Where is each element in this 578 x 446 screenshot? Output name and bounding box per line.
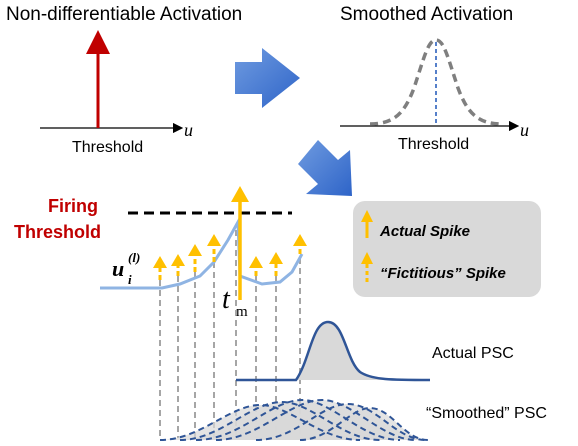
- right-threshold-label: Threshold: [398, 136, 469, 153]
- legend-actual: Actual Spike: [379, 223, 470, 240]
- legend-box: [353, 201, 541, 297]
- left-axis-u: u: [184, 120, 193, 140]
- actual-psc-fill: [236, 322, 430, 380]
- svg-text:m: m: [236, 304, 248, 320]
- svg-text:u: u: [112, 256, 124, 281]
- membrane-trace: [100, 216, 304, 290]
- left-threshold-label: Threshold: [72, 139, 143, 156]
- actual-psc-label: Actual PSC: [432, 345, 514, 362]
- smoothed-activation-plot: Threshold u: [340, 38, 529, 153]
- time-marker-label: t m: [222, 284, 248, 320]
- smoothed-psc-label: “Smoothed” PSC: [426, 405, 547, 422]
- actual-psc-curve: [236, 320, 431, 382]
- membrane-label: u i (l): [112, 250, 140, 287]
- step-activation-plot: Threshold u: [40, 30, 193, 156]
- firing-label-line2: Threshold: [14, 222, 101, 242]
- right-arrow-icon: [235, 48, 300, 108]
- legend-fictitious: “Fictitious” Spike: [380, 265, 506, 282]
- firing-label-line1: Firing: [48, 196, 98, 216]
- gaussian-curve: [369, 38, 503, 126]
- right-title: Smoothed Activation: [340, 4, 513, 25]
- actual-spike-head: [231, 186, 249, 202]
- right-axis-u: u: [520, 120, 529, 140]
- svg-text:t: t: [222, 284, 231, 315]
- fictitious-spike-legend-icon: [361, 252, 373, 264]
- down-arrow-icon: [298, 140, 352, 196]
- actual-spike-legend-icon: [361, 210, 373, 222]
- left-title: Non-differentiable Activation: [6, 4, 242, 25]
- fictitious-spike-heads: [153, 234, 307, 268]
- svg-text:(l): (l): [128, 250, 140, 265]
- smoothed-psc: [159, 398, 429, 441]
- fictitious-spikes: [158, 246, 302, 280]
- svg-text:i: i: [128, 272, 132, 287]
